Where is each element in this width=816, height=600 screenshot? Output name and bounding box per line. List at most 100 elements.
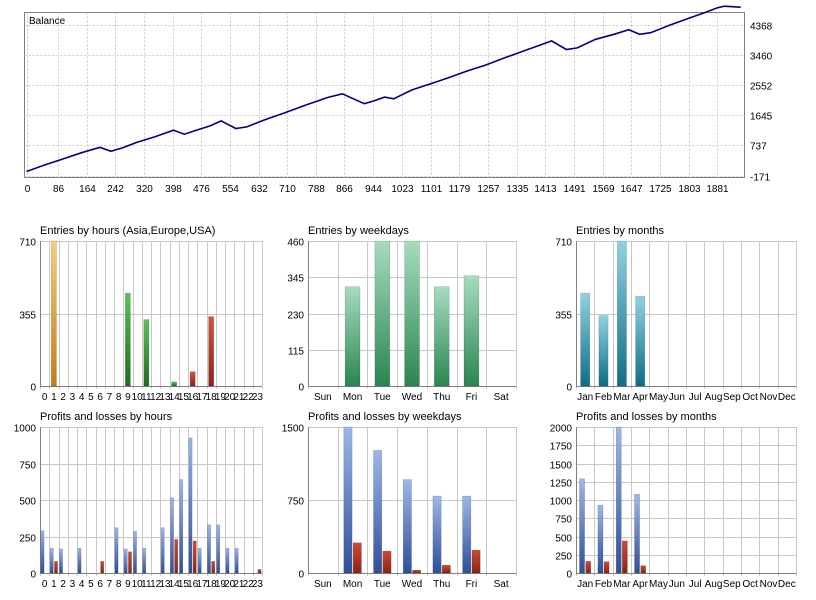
balance-ytick-label: -171 [750,173,770,184]
xtick-label: Sun [314,392,332,403]
xtick-label: 0 [42,579,48,590]
xtick-label: Nov [760,392,778,403]
xtick-label: Oct [742,579,758,590]
entries-months-title: Entries by months [576,225,665,237]
ytick-label: 0 [566,383,572,394]
xtick-label: Thu [433,579,450,590]
loss-bar [382,550,392,574]
profit-bar [59,548,63,574]
profit-bar [432,495,442,574]
ytick-label: 750 [19,461,36,472]
bar [171,381,177,387]
bar [374,240,391,387]
xtick-label: Mar [613,579,631,590]
ytick-label: 250 [555,552,572,563]
xtick-label: 16 [187,579,199,590]
profit-bar [634,493,640,574]
entries-months-chart: Entries by months 0 355 710 Jan Feb Mar Apr May… [555,225,797,403]
profit-bar [40,530,45,574]
xtick-label: Jul [689,579,702,590]
xtick-label: 8 [116,579,122,590]
xtick-label: Mar [613,392,631,403]
balance-xtick-label: 1257 [477,184,500,195]
balance-xtick-label: 320 [136,184,153,195]
xtick-label: 23 [252,579,264,590]
loss-bar [100,561,105,574]
xtick-label: 6 [97,392,103,403]
entries-weekdays-chart: Entries by weekdays 0 115 230 345 460 Sun Mon T… [287,225,517,403]
loss-bar [192,540,197,574]
xtick-label: 19 [215,579,227,590]
xtick-label: 15 [178,579,190,590]
bar [51,240,57,387]
ytick-label: 1250 [550,479,573,490]
profit-bar [234,547,239,574]
xtick-label: Apr [632,579,648,590]
bar [189,371,196,387]
balance-xtick-label: 866 [336,184,353,195]
ytick-label: 355 [555,311,572,322]
loss-bar [640,565,647,574]
xtick-label: Mon [343,392,362,403]
loss-bar [441,564,451,574]
profit-bar [77,547,82,574]
balance-chart: Balance -171 737 1645 2552 3460 4368 0 86 164 242… [24,5,773,195]
xtick-label: May [649,392,668,403]
profit-bar [225,547,230,574]
xtick-label: Wed [402,579,422,590]
xtick-label: Sat [494,392,509,403]
balance-xtick-label: 1725 [649,184,672,195]
xtick-label: 5 [88,392,94,403]
balance-xtick-label: 164 [79,184,96,195]
ytick-label: 500 [555,534,572,545]
bar [143,319,150,387]
balance-xtick-label: 1647 [620,184,643,195]
bar [580,292,591,387]
xtick-label: Aug [705,579,723,590]
balance-series-line [26,5,741,173]
xtick-label: 19 [215,392,227,403]
profit-bar [615,426,622,574]
xtick-label: 14 [169,579,181,590]
xtick-label: Sep [723,392,741,403]
entries-months-plot: 0 355 710 Jan Feb Mar Apr May Jun Jul Aug Sep Oct Nov… [555,238,797,403]
pl-hours-title: Profits and losses by hours [40,411,173,423]
loss-bar [128,551,132,574]
xtick-label: 11 [141,579,152,590]
xtick-label: Aug [705,392,723,403]
balance-xtick-label: 1023 [391,184,414,195]
xtick-label: 3 [70,392,76,403]
xtick-label: Jun [669,392,685,403]
ytick-label: 2000 [550,424,573,435]
pl-months-chart: Profits and losses by months 0 250 500 750 1… [550,411,797,590]
pl-weekdays-plot: 0 750 1500 Sun Mon Tue Wed Thu Fri Sat [282,424,517,590]
balance-xtick-label: 86 [53,184,65,195]
pl-weekdays-title: Profits and losses by weekdays [308,411,462,423]
ytick-label: 355 [19,311,36,322]
xtick-label: 13 [159,392,171,403]
balance-ytick-label: 3460 [750,52,773,63]
loss-bar [471,549,481,574]
xtick-label: 9 [125,392,131,403]
balance-title: Balance [29,16,66,27]
ytick-label: 1000 [14,424,37,435]
balance-ytick-label: 2552 [750,82,773,93]
loss-bar [603,561,610,574]
balance-xtick-label: 1881 [706,184,729,195]
profit-bar [462,495,472,574]
xtick-label: Oct [742,392,758,403]
xtick-label: 2 [60,579,66,590]
xtick-label: 21 [233,392,245,403]
xtick-label: Apr [632,392,648,403]
entries-weekdays-title: Entries by weekdays [308,225,409,237]
profit-bar [114,527,119,574]
xtick-label: 20 [224,392,236,403]
xtick-label: 2 [60,392,66,403]
balance-xtick-label: 242 [107,184,124,195]
xtick-label: 13 [159,579,171,590]
xtick-label: 10 [132,392,144,403]
xtick-label: Fri [466,579,478,590]
xtick-label: Dec [778,579,796,590]
